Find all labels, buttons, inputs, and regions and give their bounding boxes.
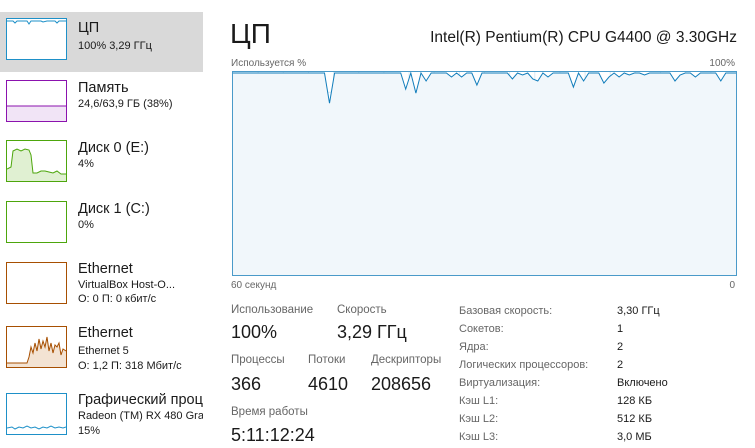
handles-label: Дескрипторы [371,354,442,366]
threads-label: Потоки [308,354,346,366]
spec-logical-value: 2 [617,359,624,371]
sidebar-item-label: Память [78,80,129,96]
spec-cores-value: 2 [617,341,624,353]
sidebar-item-label: Ethernet [78,261,133,277]
disk-0-thumbnail-chart [7,148,66,181]
spec-sockets-key: Сокетов: [459,323,504,335]
sidebar-item-cpu[interactable]: ЦП 100% 3,29 ГГц [0,12,203,72]
sidebar-item-sub-2: 15% [78,425,101,437]
sidebar-item-sub: 0% [78,219,94,231]
sidebar-item-label: Графический проц [78,392,203,408]
cpu-detail-panel: ЦП Intel(R) Pentium(R) CPU G4400 @ 3.30G… [203,0,755,448]
usage-label: Использование [231,304,314,316]
speed-label: Скорость [337,304,387,316]
uptime-value: 5:11:12:24 [231,425,315,445]
sidebar-item-sub: Ethernet 5 [78,345,129,357]
spec-l2-key: Кэш L2: [459,413,499,425]
sidebar-item-label: Ethernet [78,325,133,341]
cpu-thumbnail-chart [7,20,66,25]
usage-value: 100% [231,322,278,342]
disk-0-thumbnail-graph [6,140,67,182]
page-title: ЦП [230,18,271,49]
sidebar-item-memory[interactable]: Память 24,6/63,9 ГБ (38%) [0,72,203,132]
processes-label: Процессы [231,354,285,366]
spec-l1-key: Кэш L1: [459,395,499,407]
gpu-thumbnail-chart [7,425,66,430]
spec-base-speed-key: Базовая скорость: [459,305,553,317]
resource-sidebar: ЦП 100% 3,29 ГГц Память 24,6/63,9 ГБ (38… [0,0,203,448]
spec-logical-key: Логических процессоров: [459,359,589,371]
spec-virtualization-value: Включено [617,377,668,389]
spec-cores-key: Ядра: [459,341,489,353]
sidebar-item-sub: VirtualBox Host-O... [78,279,175,291]
sidebar-item-label: Диск 0 (E:) [78,140,149,156]
sidebar-item-sub-2: О: 1,2 П: 318 Мбит/с [78,360,182,372]
memory-thumbnail-graph [6,80,67,122]
ethernet-5-thumbnail-graph [6,326,67,368]
spec-l2-value: 512 КБ [617,413,653,425]
sidebar-item-disk-0[interactable]: Диск 0 (E:) 4% [0,132,203,192]
memory-thumbnail-chart [7,105,66,121]
cpu-thumbnail-graph [6,18,67,60]
ethernet-5-thumbnail-chart [7,336,66,367]
spec-l1-value: 128 КБ [617,395,653,407]
sidebar-item-sub: 100% 3,29 ГГц [78,40,152,52]
processes-value: 366 [231,374,262,394]
spec-virtualization-key: Виртуализация: [459,377,541,389]
sidebar-item-label: Диск 1 (C:) [78,201,150,217]
graph-axis-zero: 0 [729,280,735,291]
sidebar-item-sub: Radeon (TM) RX 480 Gra [78,410,203,422]
sidebar-item-sub-2: О: 0 П: 0 кбит/с [78,293,157,305]
sidebar-item-sub: 4% [78,158,94,170]
speed-value: 3,29 ГГц [337,322,407,342]
spec-sockets-value: 1 [617,323,624,335]
usage-area [233,73,736,275]
spec-l3-value: 3,0 МБ [617,431,652,443]
sidebar-item-sub: 24,6/63,9 ГБ (38%) [78,98,173,110]
sidebar-item-ethernet-virtualbox[interactable]: Ethernet VirtualBox Host-O... О: 0 П: 0 … [0,254,203,314]
threads-value: 4610 [308,374,349,394]
gpu-thumbnail-graph [6,393,67,435]
cpu-model-name: Intel(R) Pentium(R) CPU G4400 @ 3.30GHz [430,29,737,46]
sidebar-item-disk-1[interactable]: Диск 1 (C:) 0% [0,193,203,253]
handles-value: 208656 [371,374,432,394]
graph-label-usage: Используется % [231,58,307,69]
uptime-label: Время работы [231,406,308,418]
usage-line [233,72,736,104]
spec-base-speed-value: 3,30 ГГц [617,305,660,317]
cpu-usage-chart [233,72,736,275]
sidebar-item-gpu[interactable]: Графический проц Radeon (TM) RX 480 Gra … [0,385,203,445]
cpu-usage-graph[interactable] [232,71,737,276]
spec-l3-key: Кэш L3: [459,431,499,443]
sidebar-item-label: ЦП [78,20,100,36]
graph-label-max: 100% [709,58,735,69]
sidebar-item-ethernet-5[interactable]: Ethernet Ethernet 5 О: 1,2 П: 318 Мбит/с [0,320,203,380]
ethernet-thumbnail-graph [6,262,67,304]
graph-axis-time: 60 секунд [231,280,277,291]
disk-1-thumbnail-graph [6,201,67,243]
